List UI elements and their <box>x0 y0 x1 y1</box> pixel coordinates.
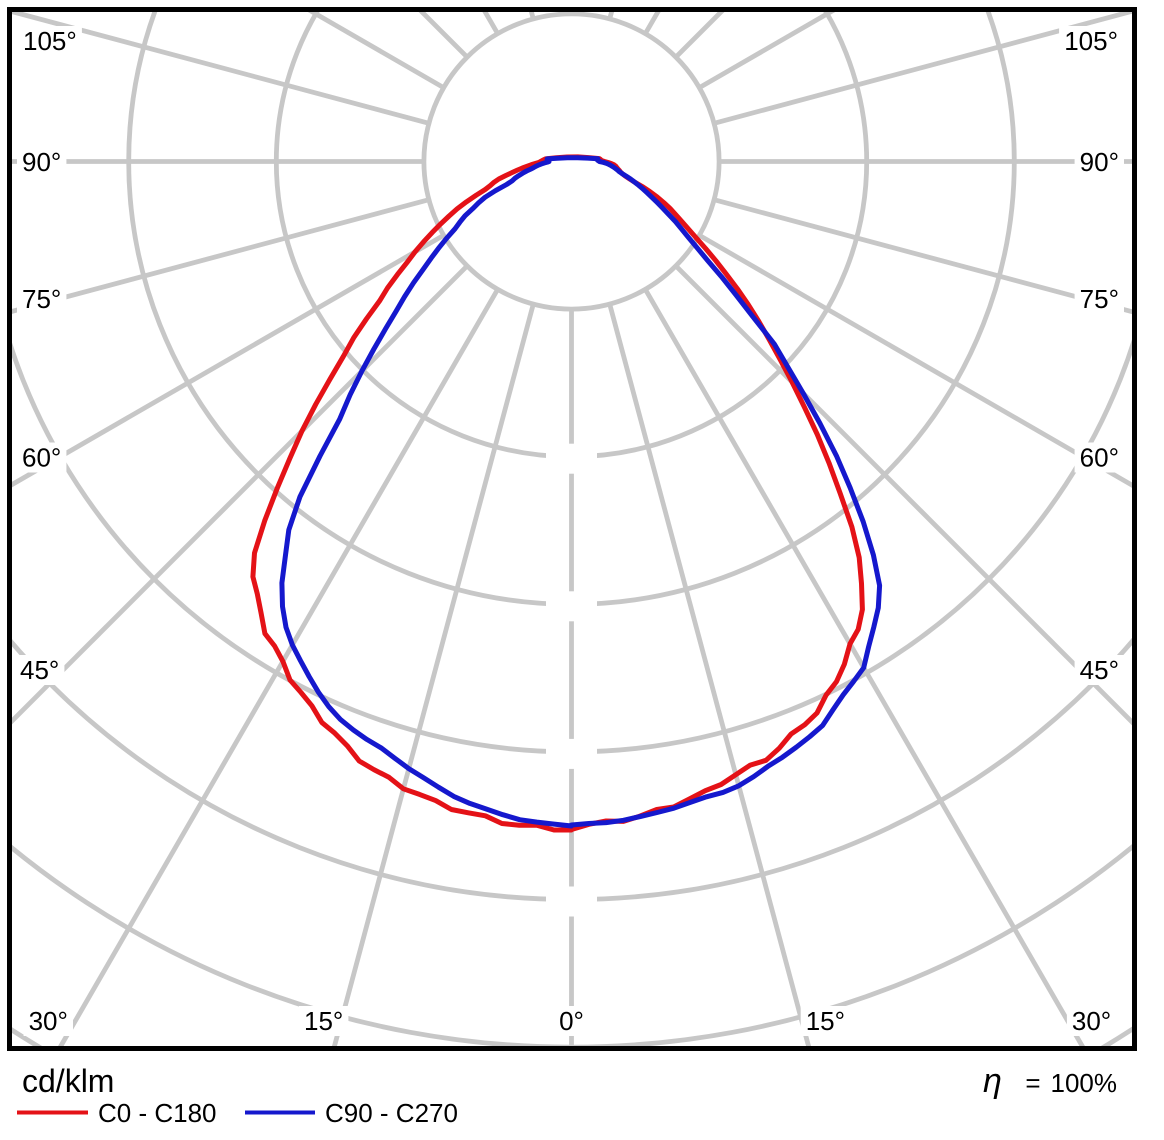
svg-text:η: η <box>983 1062 1002 1100</box>
svg-text:90°: 90° <box>1080 147 1119 177</box>
svg-text:100%: 100% <box>1051 1068 1118 1098</box>
svg-text:30°: 30° <box>29 1006 68 1036</box>
svg-text:105°: 105° <box>1064 26 1118 56</box>
svg-text:75°: 75° <box>22 284 61 314</box>
svg-text:75°: 75° <box>1080 284 1119 314</box>
svg-text:15°: 15° <box>806 1006 845 1036</box>
svg-text:=: = <box>1025 1068 1040 1098</box>
svg-text:105°: 105° <box>23 26 77 56</box>
svg-text:30°: 30° <box>1072 1006 1111 1036</box>
svg-text:0°: 0° <box>559 1006 584 1036</box>
svg-text:45°: 45° <box>1080 655 1119 685</box>
svg-text:C0 - C180: C0 - C180 <box>98 1098 217 1128</box>
svg-text:60°: 60° <box>1080 443 1119 473</box>
svg-text:90°: 90° <box>22 147 61 177</box>
svg-text:45°: 45° <box>20 655 59 685</box>
svg-text:C90 - C270: C90 - C270 <box>325 1098 458 1128</box>
svg-text:60°: 60° <box>22 443 61 473</box>
svg-text:cd/klm: cd/klm <box>22 1063 114 1099</box>
svg-text:15°: 15° <box>304 1006 343 1036</box>
